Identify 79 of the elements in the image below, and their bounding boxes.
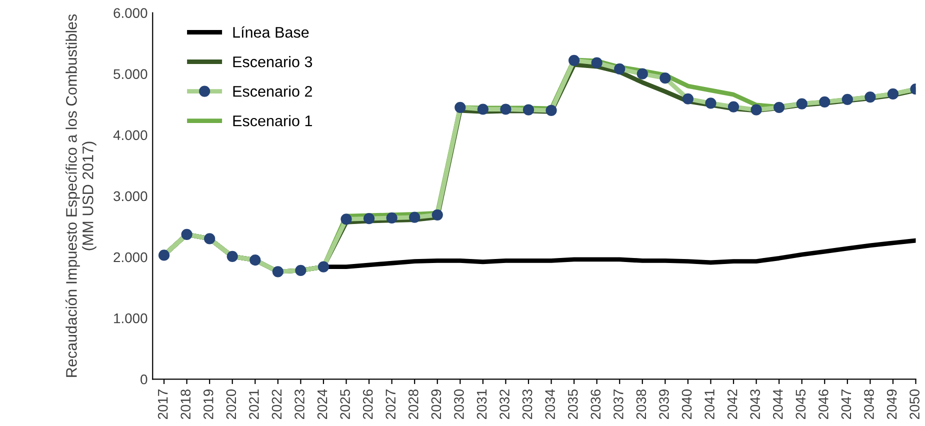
y-tick-label: 1.000 — [114, 313, 148, 324]
x-tick-label: 2021 — [249, 390, 259, 420]
x-tick-label: 2049 — [886, 390, 897, 420]
point — [340, 214, 352, 225]
legend-label: Escenario 1 — [233, 115, 312, 126]
x-tick-label: 2022 — [272, 390, 282, 420]
x-tick-label: 2029 — [431, 390, 442, 420]
legend-label: Escenario 2 — [233, 86, 312, 97]
y-tick-label: 3.000 — [114, 191, 148, 202]
point — [318, 261, 330, 272]
x-tick-label: 2044 — [772, 389, 783, 420]
point — [522, 104, 534, 116]
point — [409, 212, 420, 223]
point — [158, 250, 170, 261]
x-tick-label: 2034 — [545, 389, 555, 420]
point — [842, 94, 853, 106]
x-tick-label: 2032 — [500, 390, 510, 420]
x-tick-label: 2036 — [590, 389, 601, 420]
point — [272, 266, 284, 278]
x-tick-label: 2017 — [158, 390, 168, 420]
point — [682, 93, 694, 104]
x-tick-label: 2030 — [454, 389, 464, 420]
point — [705, 98, 716, 109]
x-tick-label: 2048 — [864, 389, 874, 420]
x-tick-label: 2033 — [522, 389, 532, 420]
point — [363, 212, 375, 224]
point — [386, 212, 398, 224]
y-tick-label: 2.000 — [114, 252, 148, 262]
y-axis-title: Recaudación Impuesto Específico a los Combustibles (MM USD 2017) — [65, 14, 96, 377]
x-tick-label: 2023 — [294, 389, 304, 420]
point — [750, 104, 762, 116]
point — [546, 104, 557, 116]
x-tick-label: 2038 — [636, 389, 646, 420]
x-tick-label: 2031 — [476, 390, 487, 420]
point — [568, 54, 580, 66]
point — [226, 250, 238, 262]
x-tick-label: 2019 — [203, 390, 214, 420]
point — [636, 68, 648, 80]
y-tick-label: 5.000 — [114, 69, 148, 80]
point — [864, 91, 876, 103]
point — [819, 96, 830, 108]
x-tick-label: 2039 — [659, 390, 669, 420]
x-tick-label: 2026 — [362, 389, 373, 420]
point — [660, 72, 671, 84]
x-tick-label: 2024 — [317, 389, 328, 420]
y-tick-label: 4.000 — [113, 130, 148, 140]
x-tick-label: 2037 — [614, 390, 624, 420]
x-tick-label: 2027 — [386, 390, 396, 420]
point — [432, 209, 443, 220]
y-tick-label: 0 — [140, 374, 148, 384]
x-tick-label: 2042 — [727, 390, 738, 420]
x-tick-label: 2050 — [910, 389, 920, 420]
x-tick-label: 2046 — [818, 389, 828, 420]
point — [181, 228, 192, 240]
x-tick-label: 2020 — [226, 389, 236, 420]
legend-label: Escenario 3 — [233, 56, 312, 68]
x-tick-label: 2043 — [750, 389, 760, 420]
point — [591, 57, 602, 68]
point — [250, 254, 261, 266]
point — [295, 264, 306, 276]
point — [796, 98, 808, 110]
legend-label: Línea Base — [233, 26, 309, 38]
point — [477, 104, 488, 115]
x-tick-label: 2018 — [180, 389, 191, 420]
x-tick-label: 2041 — [704, 390, 714, 420]
point — [614, 63, 626, 75]
x-tick-label: 2045 — [796, 389, 806, 420]
point — [204, 233, 216, 244]
x-tick-label: 2040 — [682, 389, 692, 420]
point — [728, 101, 740, 112]
point — [887, 88, 899, 100]
x-tick-label: 2047 — [841, 390, 852, 420]
point — [500, 104, 512, 115]
x-tick-label: 2028 — [408, 389, 418, 420]
x-tick-label: 2025 — [340, 389, 350, 420]
x-tick-label: 2035 — [568, 389, 578, 420]
point — [774, 102, 785, 113]
point — [454, 102, 466, 113]
y-tick-label: 6.000 — [114, 8, 148, 18]
